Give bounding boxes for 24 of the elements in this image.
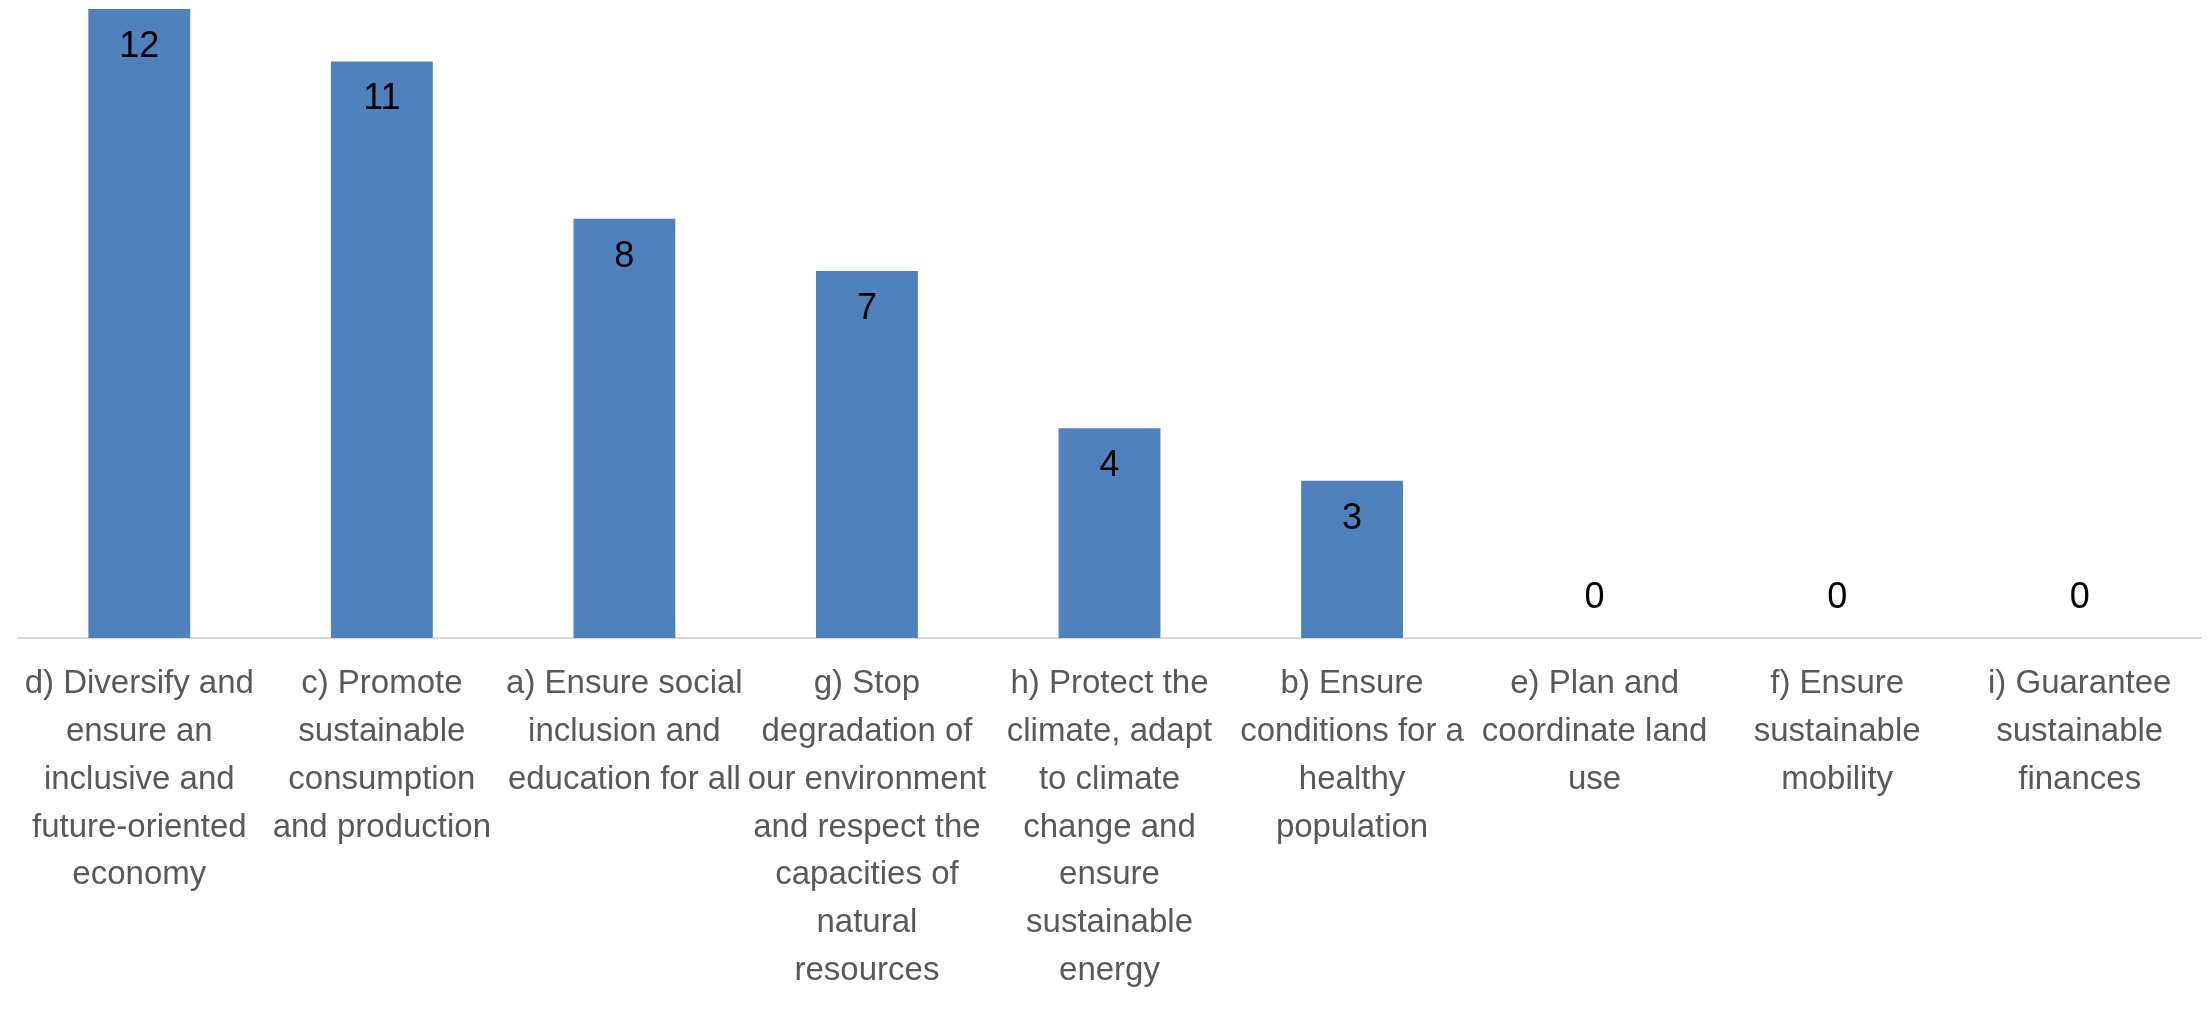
x-tick-label: e) Plan and coordinate land use (1481, 663, 1708, 796)
data-label: 8 (614, 233, 635, 275)
data-label: 7 (856, 286, 877, 328)
x-tick-label: i) Guarantee sustainable finances (1988, 663, 2172, 796)
bar (330, 61, 433, 639)
data-label: 4 (1099, 443, 1120, 485)
x-tick-label: a) Ensure social inclusion and education for all (506, 663, 743, 796)
data-label: 12 (119, 23, 160, 65)
x-tick-label: g) Stop degradation of our environment and respect the capacities of natural resources (747, 663, 987, 988)
bar (1301, 480, 1403, 639)
data-label: 0 (1827, 574, 1848, 616)
x-tick-label: c) Promote sustainable consumption and production (272, 663, 492, 844)
data-label: 0 (1584, 574, 1605, 616)
bar (1058, 428, 1161, 639)
bar (816, 271, 918, 639)
x-tick-label: d) Diversify and ensure an inclusive and future-oriented economy (24, 663, 254, 892)
data-label: 0 (2069, 574, 2090, 616)
data-label: 3 (1342, 495, 1363, 537)
bar (88, 9, 191, 639)
x-tick-label: h) Protect the climate, adapt to climate change and ensure sustainable energy (1006, 663, 1213, 988)
x-tick-label: f) Ensure sustainable mobility (1753, 663, 1921, 796)
x-tick-label: b) Ensure conditions for a healthy population (1240, 663, 1465, 844)
bar (573, 218, 676, 639)
data-label: 11 (363, 76, 401, 118)
